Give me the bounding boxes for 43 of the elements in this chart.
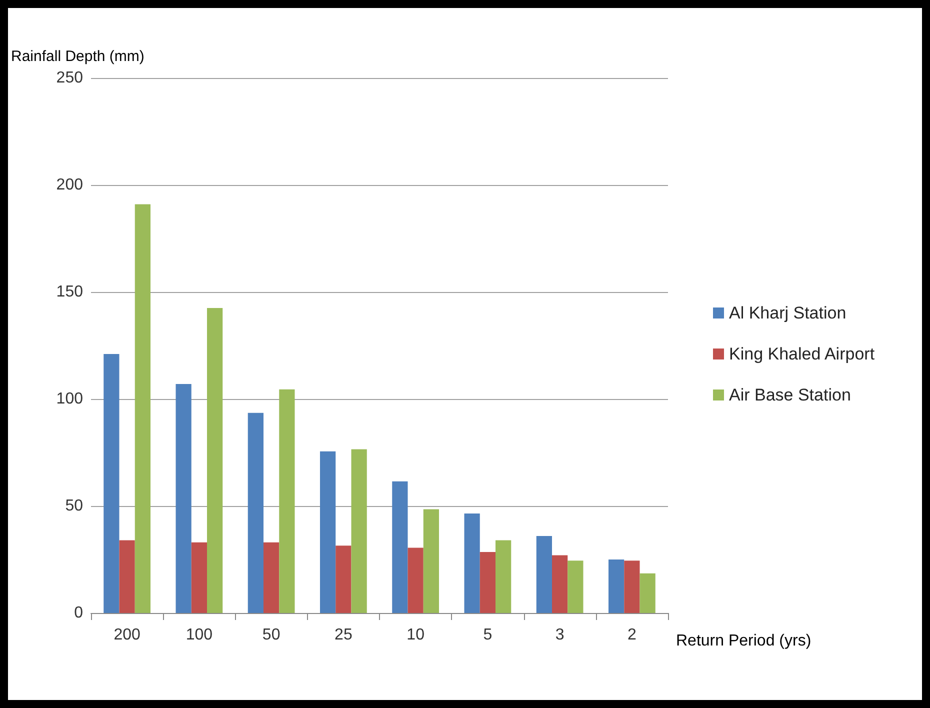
bar	[336, 546, 352, 613]
y-tick-label: 250	[56, 70, 84, 86]
bar	[104, 354, 120, 613]
bar	[536, 536, 552, 613]
bar	[496, 540, 512, 613]
x-tick-label: 100	[186, 626, 213, 644]
bar	[608, 560, 624, 613]
bar	[119, 540, 135, 613]
bar	[351, 449, 367, 613]
bar	[464, 513, 480, 613]
legend-label: Air Base Station	[729, 386, 851, 404]
bar	[552, 555, 568, 613]
y-tick-label: 0	[74, 604, 84, 622]
bar	[248, 412, 264, 613]
bar	[279, 389, 295, 613]
bar	[207, 308, 223, 613]
bar	[423, 509, 440, 613]
bar	[568, 560, 584, 613]
bar	[480, 552, 496, 613]
y-tick-label: 200	[56, 176, 84, 194]
x-axis-title: Return Period (yrs)	[676, 632, 812, 650]
y-axis-title: Rainfall Depth (mm)	[11, 48, 144, 65]
y-tick-label: 50	[65, 498, 84, 514]
y-tick-label: 100	[56, 390, 84, 408]
bar	[640, 573, 656, 613]
y-tick-label: 150	[56, 284, 84, 300]
x-tick-label: 200	[114, 626, 141, 644]
bar	[408, 548, 424, 613]
x-tick-label: 2	[627, 626, 636, 644]
legend-label: Al Kharj Station	[729, 304, 846, 322]
bar	[624, 560, 640, 613]
legend-label: King Khaled Airport	[729, 344, 875, 364]
bar	[176, 384, 192, 613]
bar	[134, 204, 151, 613]
bar	[191, 542, 207, 613]
x-tick-label: 50	[262, 626, 280, 644]
x-tick-label: 3	[555, 626, 564, 644]
bar	[392, 481, 408, 613]
x-tick-label: 10	[406, 626, 425, 644]
x-tick-label: 25	[334, 626, 352, 644]
bar	[264, 542, 280, 613]
bar	[320, 451, 336, 613]
x-tick-label: 5	[483, 626, 492, 644]
